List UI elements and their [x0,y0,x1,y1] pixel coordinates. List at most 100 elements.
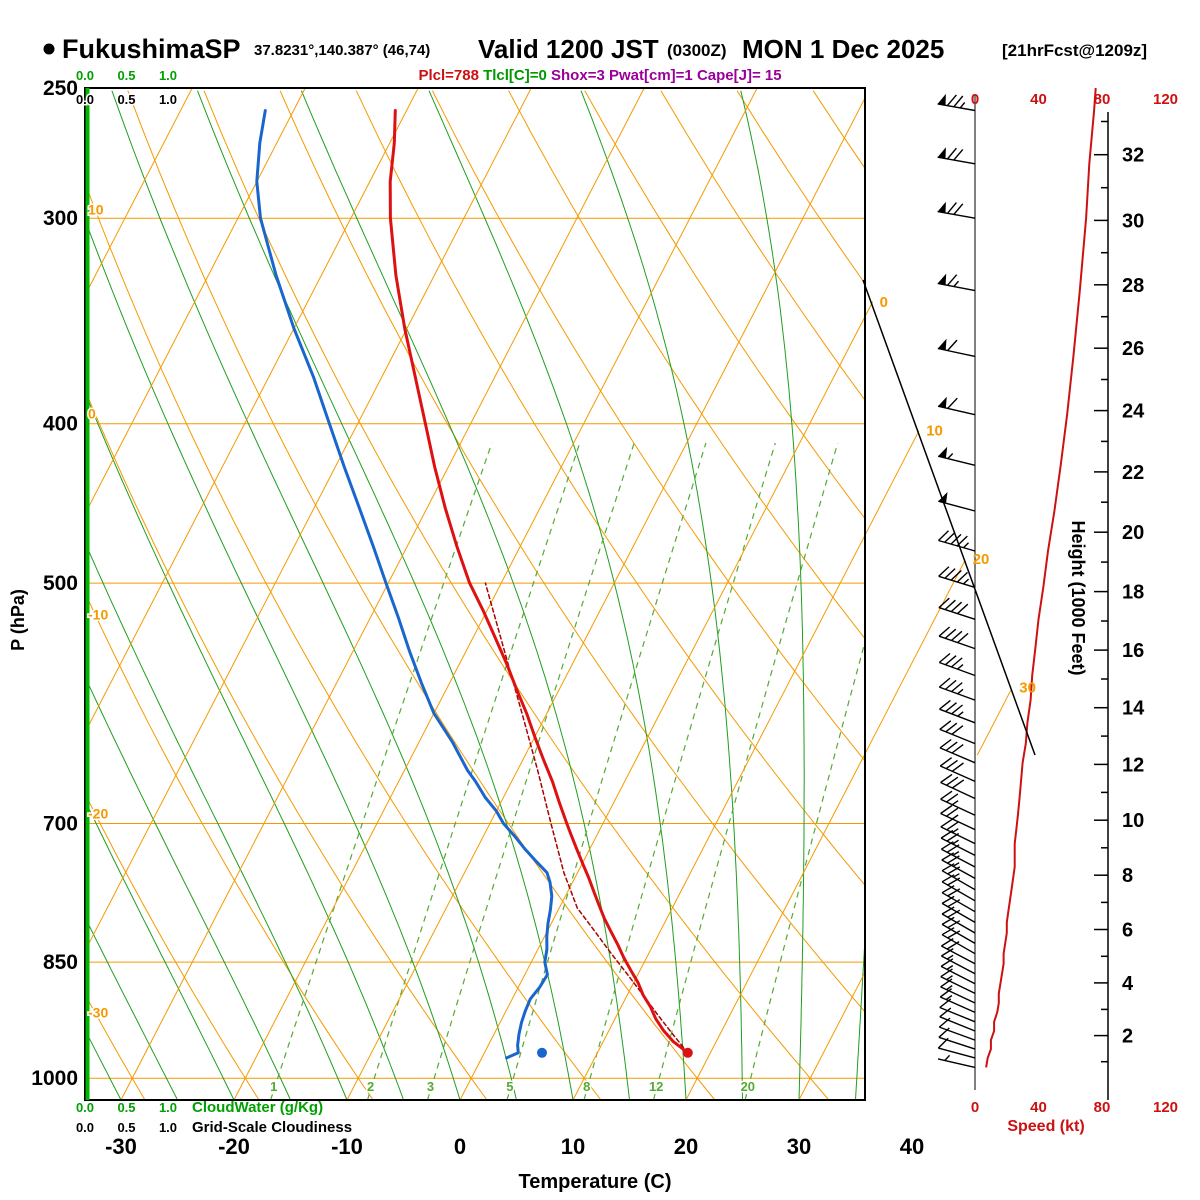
wind-barb [941,874,976,902]
svg-text:400: 400 [43,413,78,436]
svg-text:0.5: 0.5 [117,92,135,107]
svg-text:10: 10 [561,1134,585,1159]
surface-dewpoint-dot [537,1047,547,1058]
svg-text:8: 8 [583,1079,590,1094]
corner-cut-line [862,279,1036,756]
svg-text:30: 30 [1122,210,1144,232]
svg-text:1: 1 [270,1079,277,1094]
wind-barb [937,396,976,416]
svg-text:4: 4 [1122,973,1134,995]
svg-text:0.5: 0.5 [117,1120,135,1135]
svg-text:0: 0 [88,406,96,422]
svg-text:1.0: 1.0 [159,1100,177,1115]
wind-barb [941,863,976,891]
wind-barb [939,720,976,745]
wind-barb [938,626,976,650]
svg-text:20: 20 [1122,522,1144,544]
svg-text:40: 40 [1030,91,1047,108]
plot-border [84,87,866,1101]
svg-text:2: 2 [367,1079,374,1094]
wind-barb [939,699,976,724]
svg-text:24: 24 [1122,401,1145,423]
wind-barb [941,916,976,945]
skewt-grid [85,88,1035,1100]
sounding-profiles [255,109,693,1060]
wind-barb [939,757,976,783]
wind-barb [937,338,976,358]
svg-text:-20: -20 [88,806,108,822]
svg-text:1.0: 1.0 [159,68,177,83]
cloudiness-scale-label: Grid-Scale Cloudiness [192,1119,352,1136]
wind-barb [939,738,976,764]
wind-barb [938,677,976,701]
svg-text:80: 80 [1094,1099,1111,1116]
temperature-axis-title: Temperature (C) [519,1171,672,1193]
wind-barb [937,446,976,466]
wind-barb [937,273,976,292]
svg-text:10: 10 [1122,810,1144,832]
svg-text:2: 2 [1122,1026,1133,1048]
svg-text:-20: -20 [218,1134,250,1159]
svg-text:250: 250 [43,77,78,100]
svg-text:80: 80 [1094,91,1111,108]
svg-text:0: 0 [454,1134,466,1159]
svg-text:14: 14 [1122,698,1145,720]
dewpoint-curve [255,109,554,1060]
wind-barb [938,566,976,589]
wind-barb [938,597,976,620]
wind-barb [937,147,976,165]
svg-text:0.0: 0.0 [76,1100,94,1115]
svg-text:120: 120 [1153,1099,1178,1116]
wind-barb [940,968,976,995]
wind-barb [938,530,976,552]
wind-barb [940,958,976,985]
svg-text:30: 30 [1019,680,1036,697]
wind-speed-profile [985,87,1097,1068]
svg-text:40: 40 [900,1134,924,1159]
svg-text:20: 20 [674,1134,698,1159]
zulu-time: (0300Z) [667,41,727,60]
svg-text:700: 700 [43,813,78,836]
svg-text:16: 16 [1122,640,1144,662]
svg-text:-30: -30 [105,1134,137,1159]
svg-text:-10: -10 [331,1134,363,1159]
wind-barb [941,948,976,975]
svg-text:500: 500 [43,572,78,595]
temperature-curve [388,109,690,1055]
svg-text:-10: -10 [88,606,108,622]
svg-text:3: 3 [427,1079,434,1094]
wind-barb [937,1037,976,1059]
wind-barb [941,895,976,924]
svg-text:6: 6 [1122,920,1133,942]
svg-text:26: 26 [1122,338,1144,360]
wind-barb [937,93,976,112]
svg-text:30: 30 [787,1134,811,1159]
svg-text:0.5: 0.5 [117,1100,135,1115]
svg-text:120: 120 [1153,91,1178,108]
svg-text:8: 8 [1122,865,1133,887]
svg-text:1000: 1000 [31,1067,78,1090]
svg-text:40: 40 [1030,1099,1047,1116]
svg-text:5: 5 [506,1079,513,1094]
header-bullet-icon [43,43,55,55]
wind-barb [940,818,976,845]
svg-text:12: 12 [1122,754,1144,776]
svg-text:0: 0 [971,1099,979,1116]
wind-barb [939,988,976,1014]
valid-time: Valid 1200 JST [478,34,659,64]
svg-text:0.0: 0.0 [76,92,94,107]
station-coords: 37.8231°,140.387° (46,74) [254,42,430,59]
params-line: Plcl=788 Tlcl[C]=0 Shox=3 Pwat[cm]=1 Cap… [418,67,781,84]
svg-text:1.0: 1.0 [159,1120,177,1135]
svg-text:22: 22 [1122,462,1144,484]
wind-barb-column [937,87,1097,1090]
wind-barb [940,790,976,816]
svg-text:0: 0 [971,91,979,108]
svg-text:850: 850 [43,951,78,974]
svg-text:300: 300 [43,207,78,230]
svg-text:1.0: 1.0 [159,92,177,107]
wind-barb [941,927,976,955]
svg-text:10: 10 [88,201,104,217]
wind-barb [940,804,976,831]
